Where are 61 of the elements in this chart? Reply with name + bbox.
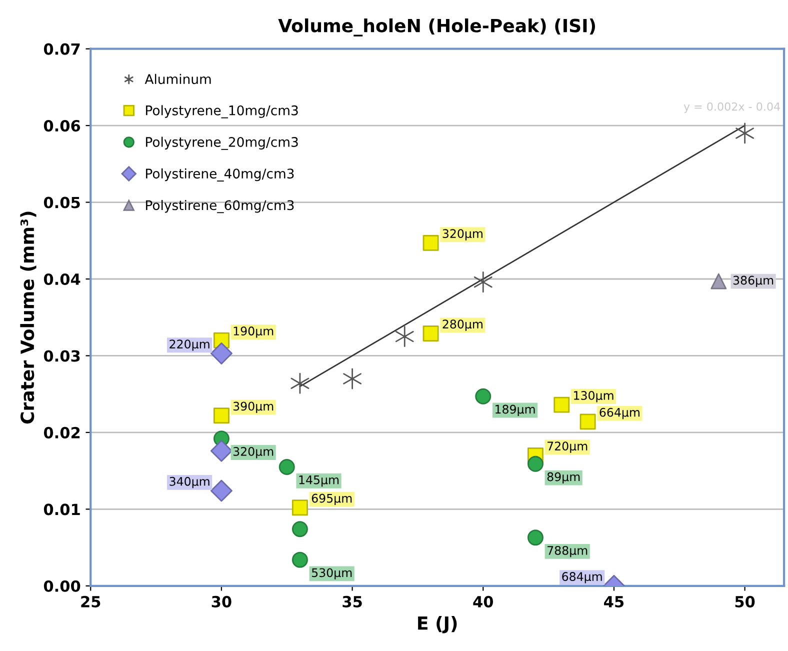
annotation: 145µm [299,476,339,487]
point [290,372,310,394]
point [474,272,492,293]
y-tick-label: 0.07 [44,43,80,55]
annotation: 189µm [496,404,535,416]
point [422,325,439,342]
point [213,408,230,424]
point [710,273,727,290]
x-tick-label: 50 [735,596,755,608]
point [210,480,232,502]
y-tick-label: 0.04 [44,273,80,286]
annotation: 695µm [312,494,352,506]
x-tick-label: 30 [212,596,232,608]
annotation: 320µm [442,229,482,240]
point [395,326,414,348]
point [278,459,295,475]
point [580,414,596,430]
y-tick-label: 0.03 [44,350,80,362]
point [292,552,308,568]
point [527,530,544,546]
y-tick-label: 0.00 [44,580,80,592]
point [292,521,308,538]
x-tick-label: 35 [342,596,362,608]
legend-label: Aluminum [144,74,211,84]
annotation: 386µm [733,276,774,288]
y-tick-label: 0.06 [44,120,80,132]
annotation: 280µm [442,320,482,331]
point [475,388,492,404]
point [210,440,232,462]
annotation: 340µm [170,476,210,488]
legend-label: Polystirene_40mg/cm3 [146,168,294,182]
annotation: 684µm [562,572,602,584]
annotation: 390µm [233,402,274,413]
y-tick-label: 0.01 [44,504,80,516]
annotation: 89µm [547,472,580,484]
annotation: 320µm [233,446,274,458]
y-axis-title: Crater Volume (mm³) [20,212,36,424]
x-tick-label: 25 [81,596,100,608]
point [343,368,362,390]
x-tick-label: 45 [604,596,624,608]
x-tick-label: 40 [473,596,494,608]
chart-title: Volume_holeN (Hole-Peak) (ISI) [278,18,596,36]
annotation: 530µm [312,568,352,580]
x-axis-title: E (J) [418,616,457,634]
annotation: 130µm [574,390,614,402]
annotation: 720µm [548,442,588,453]
point [210,342,232,364]
legend-label: Polystyrene_10mg/cm3 [146,105,298,118]
y-tick-label: 0.05 [44,196,80,208]
point [736,122,754,144]
point [554,396,570,413]
annotation: 788µm [548,546,588,558]
point [422,234,439,251]
point [292,500,308,516]
annotation: 220µm [170,340,210,351]
legend-label: Polystirene_60mg/cm3 [146,200,294,214]
annotation: 190µm [234,326,274,338]
annotation: 664µm [600,408,640,420]
legend-label: Polystyrene_20mg/cm3 [146,136,298,150]
point [527,456,544,472]
y-tick-label: 0.02 [44,426,80,438]
